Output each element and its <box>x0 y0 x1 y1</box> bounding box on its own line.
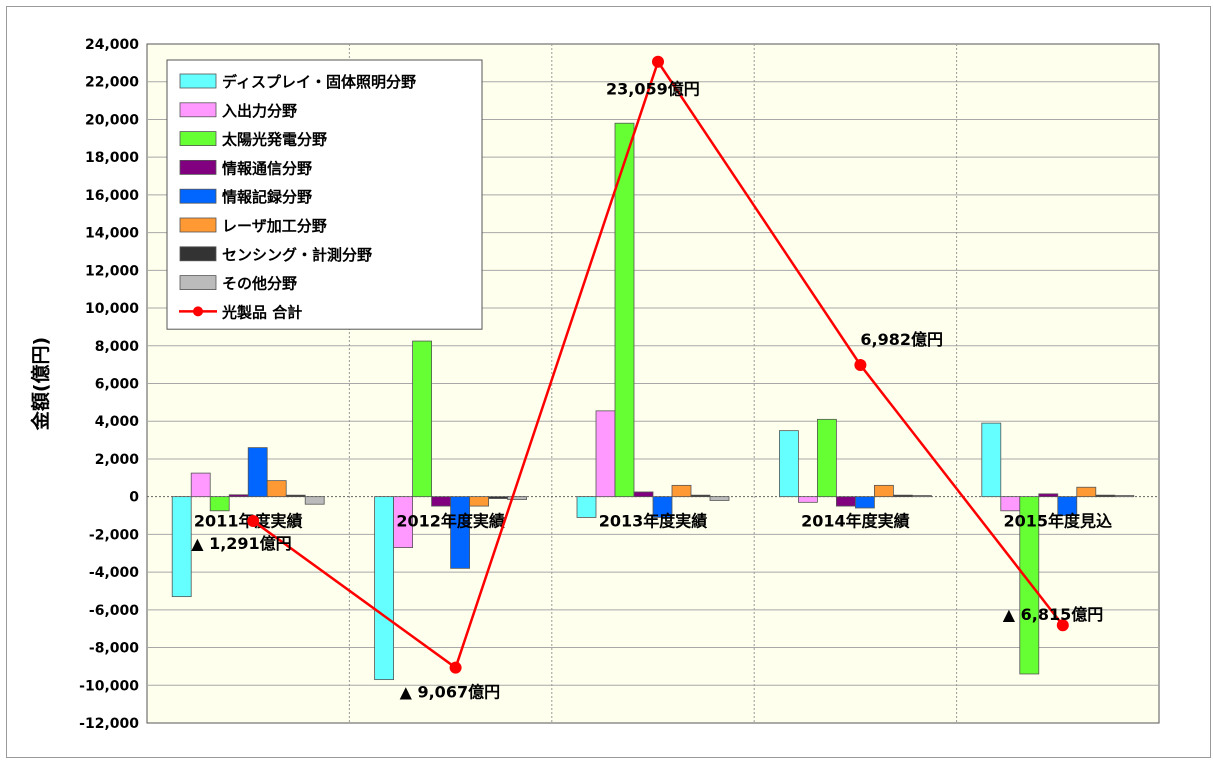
legend-label: その他分野 <box>222 275 297 293</box>
y-tick-label: 0 <box>129 490 139 506</box>
bar <box>652 496 673 518</box>
bar <box>450 496 471 569</box>
y-tick-label: 14,000 <box>85 226 139 242</box>
y-tick-label: 24,000 <box>85 37 139 53</box>
total-data-label: ▲ 1,291億円 <box>191 534 292 553</box>
total-data-label: ▲ 9,067億円 <box>400 683 501 702</box>
bar <box>779 430 799 498</box>
legend <box>166 59 483 330</box>
y-tick-label: 22,000 <box>85 75 139 91</box>
y-tick-label: 18,000 <box>85 150 139 166</box>
bar <box>431 496 452 507</box>
total-point <box>854 358 867 371</box>
bar <box>1019 496 1040 675</box>
bar <box>633 491 654 498</box>
legend-label: 光製品 合計 <box>221 303 302 321</box>
bar <box>1076 486 1097 498</box>
y-tick-label: 12,000 <box>85 263 139 279</box>
legend-line-marker <box>193 306 203 317</box>
bar <box>190 472 211 498</box>
legend-swatch <box>179 159 217 175</box>
bar <box>836 496 856 507</box>
bar <box>1057 496 1078 516</box>
bar <box>304 496 325 505</box>
legend-label: 太陽光発電分野 <box>222 131 327 149</box>
y-tick-label: -10,000 <box>79 678 139 694</box>
bar <box>247 447 268 498</box>
y-tick-label: 20,000 <box>85 112 139 128</box>
legend-swatch <box>179 102 217 118</box>
legend-label: 入出力分野 <box>222 102 297 120</box>
total-data-label: 6,982億円 <box>860 330 943 349</box>
bar <box>1038 493 1059 498</box>
bar <box>228 494 249 498</box>
bar <box>285 494 306 498</box>
y-tick-label: -4,000 <box>89 565 139 581</box>
y-tick-label: -6,000 <box>89 603 139 619</box>
bar <box>981 422 1002 498</box>
bar <box>412 340 433 498</box>
legend-label: 情報記録分野 <box>222 188 312 206</box>
legend-swatch <box>179 217 217 233</box>
total-point <box>449 661 462 674</box>
y-tick-label: 8,000 <box>95 339 140 355</box>
legend-label: レーザ加工分野 <box>222 217 327 235</box>
bar <box>614 122 635 498</box>
bar <box>912 495 932 498</box>
bar <box>893 494 913 498</box>
bar <box>1000 496 1021 512</box>
y-tick-label: 10,000 <box>85 301 139 317</box>
bar <box>374 496 395 681</box>
total-data-label: ▲ 6,815億円 <box>1003 605 1104 624</box>
chart-frame: -12,000 -10,000 -8,000 -6,000 -4,000 -2,000 0 2… <box>6 6 1211 758</box>
y-tick-label: -8,000 <box>89 641 139 657</box>
y-axis-title: 金額(億円) <box>29 337 52 431</box>
bar-line-chart: -12,000 -10,000 -8,000 -6,000 -4,000 -2,000 0 2… <box>29 37 1160 732</box>
legend-label: ディスプレイ・固体照明分野 <box>222 73 416 91</box>
legend-swatch <box>179 73 217 89</box>
bar <box>1114 495 1135 498</box>
legend-swatch <box>179 275 217 291</box>
y-tick-label: 6,000 <box>95 377 140 393</box>
x-category-label: 2015年度見込 <box>1004 512 1113 531</box>
legend-label: センシング・計測分野 <box>222 246 372 264</box>
legend-swatch <box>179 246 217 262</box>
bar <box>171 496 192 598</box>
bar <box>690 494 711 498</box>
y-tick-label: -12,000 <box>79 716 139 732</box>
bar <box>488 496 509 499</box>
bar <box>817 418 837 498</box>
x-category-label: 2012年度実績 <box>396 512 505 531</box>
total-point <box>652 55 664 68</box>
bar <box>855 496 875 509</box>
y-tick-label: 16,000 <box>85 188 139 204</box>
total-point <box>1056 619 1069 632</box>
bar <box>507 496 528 500</box>
bar <box>266 480 287 498</box>
total-data-label: 23,059億円 <box>606 80 700 99</box>
bar <box>469 496 490 507</box>
bar <box>798 496 818 503</box>
total-point <box>247 515 260 528</box>
bar <box>595 410 616 498</box>
bar <box>1095 494 1116 498</box>
bar <box>671 484 692 498</box>
legend-label: 情報通信分野 <box>222 159 312 177</box>
bar <box>576 496 597 518</box>
y-tick-label: -2,000 <box>89 527 139 543</box>
legend-swatch <box>179 188 217 204</box>
x-category-label: 2014年度実績 <box>801 512 910 531</box>
legend-swatch <box>179 131 217 146</box>
bar <box>393 496 414 548</box>
y-tick-label: 4,000 <box>95 414 140 430</box>
y-tick-label: 2,000 <box>95 452 140 468</box>
bar <box>874 484 894 498</box>
bar <box>709 496 730 501</box>
bar <box>209 496 230 512</box>
x-category-label: 2013年度実績 <box>599 512 708 531</box>
